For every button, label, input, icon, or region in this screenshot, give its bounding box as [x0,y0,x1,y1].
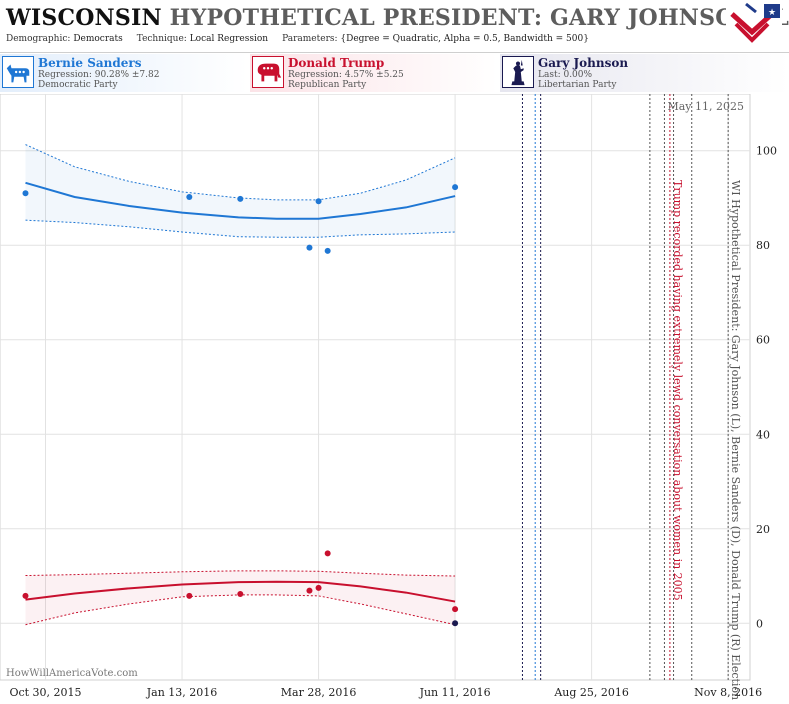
parameters-label: Parameters: [282,34,338,44]
title-state: WISCONSIN [6,5,162,31]
watermark: HowWillAmericaVote.com [6,668,138,679]
data-point [186,194,193,201]
y-tick-label: 20 [756,523,770,536]
confidence-band [25,144,456,238]
demographic-label: Demographic: [6,34,71,44]
x-tick-label: Mar 28, 2016 [281,686,357,699]
legend-stat: Regression: 90.28% ±7.82 [38,70,160,80]
y-tick-label: 40 [756,428,770,441]
demographic-value: Democrats [73,34,123,44]
x-tick-label: Aug 25, 2016 [553,686,629,699]
legend-item-sanders[interactable]: Bernie Sanders Regression: 90.28% ±7.82 … [0,54,248,92]
data-point [324,550,331,557]
legend-item-trump[interactable]: Donald Trump Regression: 4.57% ±5.25 Rep… [250,54,498,92]
y-tick-label: 100 [756,145,777,158]
data-point [306,244,313,251]
data-point [237,195,244,202]
data-point [452,606,459,613]
series-gary-johnson [452,620,459,627]
header: WISCONSIN HYPOTHETICAL PRESIDENT: GARY J… [0,0,789,53]
regression-line [25,580,456,603]
upper-bound-line [25,570,456,577]
flag-logo-icon: ★ [726,2,782,48]
liberty-statue-icon [502,56,534,88]
page-title: WISCONSIN HYPOTHETICAL PRESIDENT: GARY J… [6,5,789,31]
x-tick-label: Jan 13, 2016 [146,686,218,699]
data-point [306,587,313,594]
candidate-legend: Bernie Sanders Regression: 90.28% ±7.82 … [0,54,789,94]
x-tick-label: Oct 30, 2015 [9,686,81,699]
elephant-icon [252,56,284,88]
y-tick-label: 80 [756,239,770,252]
series-donald-trump [22,550,459,626]
data-point [315,198,322,205]
data-point [452,620,459,627]
legend-party: Republican Party [288,80,367,90]
legend-stat: Last: 0.00% [538,70,593,80]
upper-bound-line [25,144,456,201]
legend-name: Donald Trump [288,56,385,70]
data-point [22,592,29,599]
y-tick-label: 0 [756,617,763,630]
legend-item-johnson[interactable]: Gary Johnson Last: 0.00% Libertarian Par… [500,54,789,92]
legend-party: Libertarian Party [538,80,617,90]
y-tick-label: 60 [756,334,770,347]
data-point [452,184,459,191]
legend-name: Bernie Sanders [38,56,142,70]
technique-label: Technique: [136,34,187,44]
regression-line [25,181,456,220]
event-label: WI Hypothetical President: Gary Johnson … [729,180,742,700]
donkey-icon [2,56,34,88]
series-bernie-sanders [22,144,459,254]
svg-text:★: ★ [768,8,776,18]
parameters-line: Demographic: Democrats Technique: Local R… [6,34,589,44]
legend-name: Gary Johnson [538,56,629,70]
legend-party: Democratic Party [38,80,118,90]
lower-bound-line [25,219,456,238]
data-point [186,592,193,599]
data-point [324,247,331,254]
parameters-value: {Degree = Quadratic, Alpha = 0.5, Bandwi… [340,34,589,44]
x-tick-label: Jun 11, 2016 [419,686,491,699]
title-rest: HYPOTHETICAL PRESIDENT: GARY JOHNSON (L)… [169,5,789,31]
data-point [315,584,322,591]
technique-value: Local Regression [189,34,269,44]
plot-area [0,94,751,681]
data-point [22,190,29,197]
data-point [237,590,244,597]
legend-stat: Regression: 4.57% ±5.25 [288,70,404,80]
regression-chart: 0 20 40 60 80 100 Oct 30, 2015 Jan 13, 2016 Mar … [0,94,777,700]
event-label: Trump recorded having extremely lewd con… [671,180,684,601]
x-tick-label: Nov 8, 2016 [694,686,762,699]
lower-bound-line [25,594,456,626]
date-stamp: May 11, 2025 [667,100,744,113]
